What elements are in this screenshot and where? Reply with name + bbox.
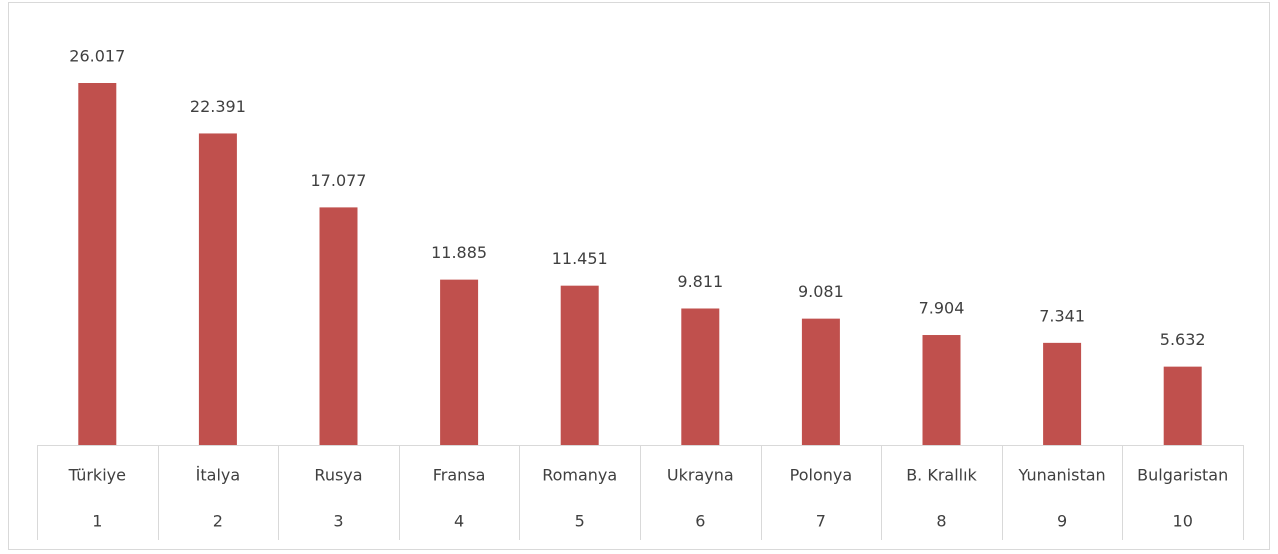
data-label: 22.391 [190, 97, 246, 116]
bar [198, 133, 237, 445]
rank-label: 10 [1173, 512, 1193, 531]
rank-label: 9 [1057, 512, 1067, 531]
rank-label: 8 [936, 512, 946, 531]
bar [560, 285, 599, 445]
data-label: 9.811 [677, 272, 723, 291]
x-tick-label: Rusya [314, 466, 362, 485]
rank-label: 2 [213, 512, 223, 531]
bar [681, 308, 720, 445]
x-tick-label: Türkiye [68, 466, 126, 485]
rank-label: 4 [454, 512, 464, 531]
x-tick-label: Fransa [433, 466, 486, 485]
data-label: 5.632 [1160, 330, 1206, 349]
data-label: 7.341 [1039, 306, 1085, 325]
rank-label: 3 [333, 512, 343, 531]
x-tick-label: Yunanistan [1018, 466, 1106, 485]
rank-label: 5 [575, 512, 585, 531]
bar [319, 207, 358, 445]
bar [1163, 366, 1202, 445]
x-tick-label: Ukrayna [667, 466, 734, 485]
data-label: 26.017 [69, 47, 125, 66]
rank-label: 6 [695, 512, 705, 531]
data-label: 17.077 [311, 171, 367, 190]
data-label: 11.885 [431, 243, 487, 262]
x-tick-label: B. Krallık [906, 466, 977, 485]
bar [922, 335, 961, 445]
x-tick-label: Romanya [542, 466, 617, 485]
data-label: 11.451 [552, 249, 608, 268]
rank-label: 1 [92, 512, 102, 531]
x-tick-label: Bulgaristan [1137, 466, 1228, 485]
bar [1043, 342, 1082, 445]
rank-label: 7 [816, 512, 826, 531]
bar [78, 83, 117, 445]
bar [440, 279, 479, 445]
data-label: 7.904 [919, 299, 965, 318]
x-tick-label: İtalya [196, 466, 241, 485]
bar [801, 318, 840, 445]
x-tick-label: Polonya [790, 466, 853, 485]
data-label: 9.081 [798, 282, 844, 301]
